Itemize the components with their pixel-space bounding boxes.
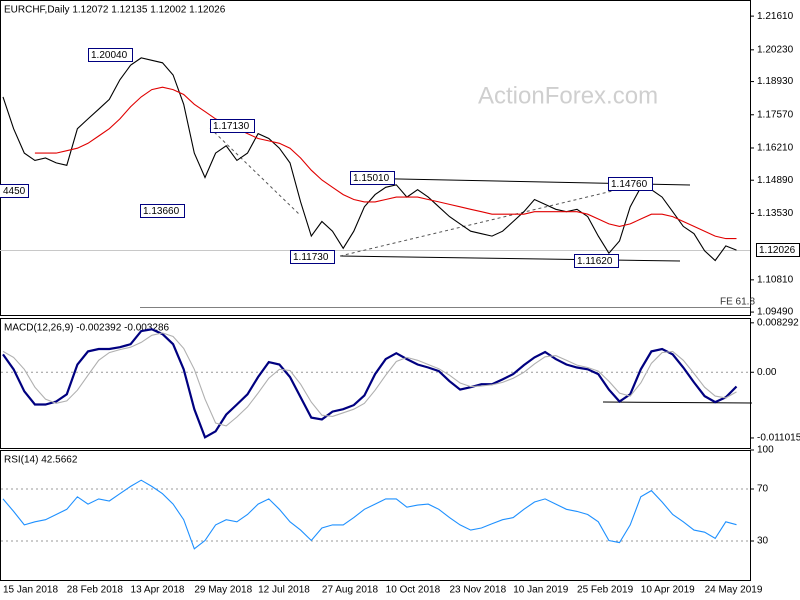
y-tick-label: 1.18930: [757, 76, 794, 87]
y-tick-label: 0.008292: [757, 317, 799, 328]
annotation: 4450: [0, 184, 29, 198]
annotation-text: 1.11730: [293, 252, 329, 263]
annotation-text: 1.17130: [213, 121, 250, 132]
trendline: [209, 127, 301, 216]
annotation: 1.11620: [574, 254, 619, 268]
annotation-text: 4450: [3, 186, 26, 197]
trendline: [602, 401, 753, 404]
y-tick-label: 1.16210: [757, 143, 794, 154]
annotation-text: 1.15010: [353, 173, 390, 184]
price-panel: [0, 0, 751, 316]
annotation-text: 1.11620: [577, 256, 613, 267]
series-line: [2, 328, 738, 439]
panel-title: EURCHF,Daily 1.12072 1.12135 1.12002 1.1…: [4, 5, 226, 16]
series-line: [2, 332, 737, 427]
y-tick-label: 1.09490: [757, 307, 794, 318]
x-tick-label: 10 Apr 2019: [641, 585, 695, 596]
y-tick-label: -0.011015: [757, 433, 800, 444]
y-tick-label: 1.17570: [757, 109, 794, 120]
y-tick-label: 1.20230: [757, 44, 794, 55]
watermark: ActionForex.com: [478, 82, 658, 109]
annotation: 1.14760: [608, 177, 653, 191]
y-tick-label: 1.10810: [757, 274, 794, 285]
x-tick-label: 24 May 2019: [705, 585, 763, 596]
annotation-text: 1.14760: [611, 179, 648, 190]
x-tick-label: 29 May 2018: [194, 585, 252, 596]
panel-title: MACD(12,26,9) -0.002392 -0.003286: [4, 323, 170, 334]
annotation: 1.13660: [140, 204, 185, 218]
panel-title: RSI(14) 42.5662: [4, 455, 78, 466]
trendline: [339, 255, 681, 262]
x-tick-label: 12 Jul 2018: [258, 585, 310, 596]
annotation: 1.20040: [88, 48, 133, 62]
series-line: [2, 57, 737, 262]
x-tick-label: 23 Nov 2018: [449, 585, 506, 596]
y-tick-label: 1.14890: [757, 175, 794, 186]
macd-panel: [0, 318, 751, 449]
series-line: [2, 479, 737, 550]
y-tick-label: 100: [757, 445, 774, 456]
x-tick-label: 15 Jan 2018: [3, 585, 58, 596]
annotation-text: FE 61.8: [720, 297, 755, 308]
annotation: 1.11730: [290, 250, 335, 264]
x-tick-label: 13 Apr 2018: [131, 585, 185, 596]
x-tick-label: 28 Feb 2018: [67, 585, 124, 596]
current-price: 1.12026: [759, 245, 796, 256]
y-tick-label: 70: [757, 484, 769, 495]
x-tick-label: 27 Aug 2018: [322, 585, 379, 596]
x-tick-label: 10 Oct 2018: [386, 585, 441, 596]
current-price-box: 1.12026: [756, 243, 800, 257]
series-line: [34, 86, 737, 240]
y-tick-label: 1.13530: [757, 208, 794, 219]
annotation: 1.15010: [350, 171, 395, 185]
x-tick-label: 25 Feb 2019: [577, 585, 634, 596]
trendline: [339, 181, 651, 257]
annotation: 1.17130: [210, 119, 255, 133]
y-tick-label: 0.00: [757, 367, 777, 378]
annotation-text: 1.13660: [143, 206, 180, 217]
y-tick-label: 30: [757, 536, 769, 547]
annotation-text: 1.20040: [91, 50, 128, 61]
x-tick-label: 10 Jan 2019: [513, 585, 568, 596]
rsi-panel: [0, 450, 751, 581]
y-tick-label: 1.21610: [757, 11, 794, 22]
